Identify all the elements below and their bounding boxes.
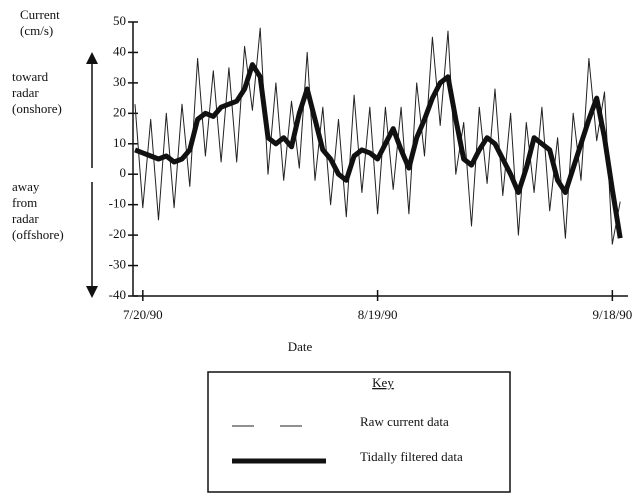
y-tick-label: -20: [109, 226, 126, 241]
annotation: radar: [12, 211, 39, 226]
y-tick-label: -30: [109, 257, 126, 272]
y-tick-label: -40: [109, 287, 126, 302]
annotation: away: [12, 179, 40, 194]
y-tick-label: 20: [113, 104, 126, 119]
y-tick-label: -10: [109, 196, 126, 211]
x-axis-title: Date: [288, 339, 313, 354]
series-line: [134, 27, 621, 245]
series-line: [134, 62, 623, 239]
x-tick-label: 9/18/90: [592, 307, 632, 322]
annotation: from: [12, 195, 37, 210]
y-axis-title: (cm/s): [20, 23, 53, 38]
legend-label: Raw current data: [360, 414, 449, 429]
legend-box: [207, 371, 511, 493]
y-axis-title: Current: [20, 7, 60, 22]
y-tick-label: 30: [113, 74, 126, 89]
annotation: toward: [12, 69, 49, 84]
y-tick-label: 10: [113, 135, 126, 150]
annotation: radar: [12, 85, 39, 100]
annotation: (offshore): [12, 227, 64, 242]
annotation: (onshore): [12, 101, 62, 116]
y-tick-label: 0: [120, 165, 127, 180]
legend-label: Tidally filtered data: [360, 449, 463, 464]
y-tick-label: 40: [113, 43, 126, 58]
x-tick-label: 8/19/90: [358, 307, 398, 322]
x-tick-label: 7/20/90: [123, 307, 163, 322]
y-tick-label: 50: [113, 13, 126, 28]
legend-title: Key: [372, 375, 394, 390]
